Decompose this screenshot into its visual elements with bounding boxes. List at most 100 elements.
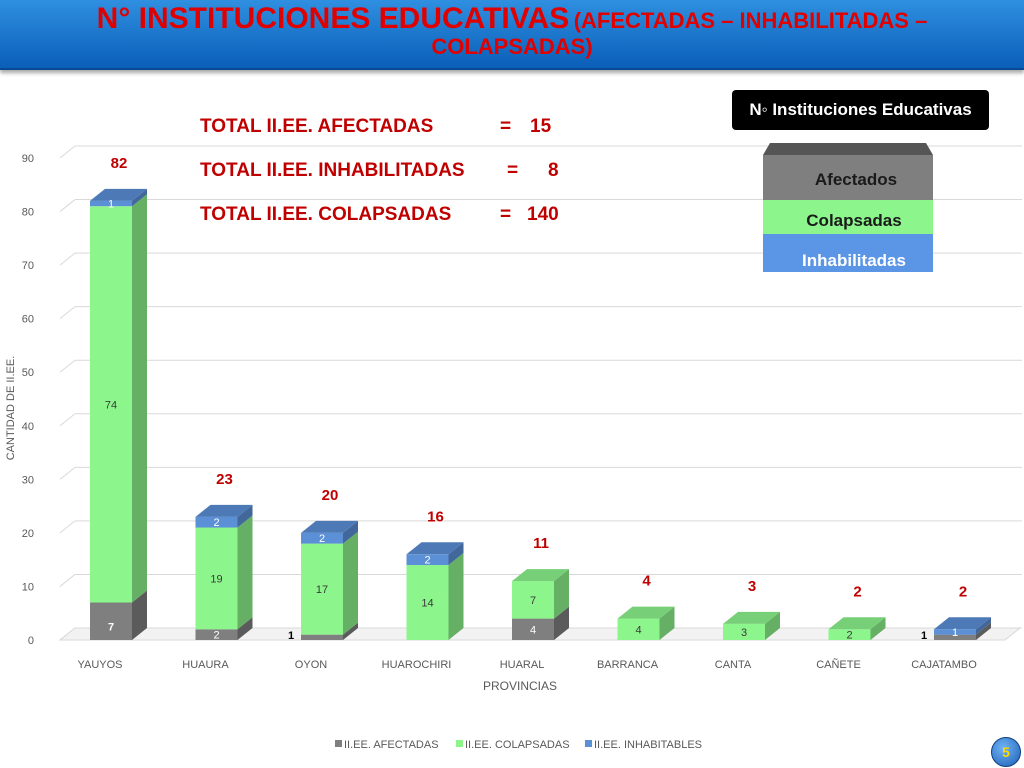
bar-segment-huaura-0 xyxy=(195,629,238,640)
segment-label: 1 xyxy=(952,627,958,639)
segment-label: 1 xyxy=(108,199,114,211)
grid-diagonal xyxy=(59,199,76,212)
title-banner: N° INSTITUCIONES EDUCATIVAS (AFECTADAS –… xyxy=(0,0,1024,70)
bar-segment-yauyos-2 xyxy=(90,200,132,207)
bar-segment-cañete-1 xyxy=(828,629,871,640)
segment-label: 19 xyxy=(210,573,222,585)
legend-swatch xyxy=(585,740,592,747)
total-afectadas-label: TOTAL II.EE. AFECTADAS xyxy=(200,116,434,137)
legend-3d-stack xyxy=(763,143,933,272)
bar-segment-barranca-1 xyxy=(617,618,660,640)
total-afectadas-value: 15 xyxy=(530,116,552,137)
bar-top xyxy=(195,504,253,517)
total-afectadas-eq: = xyxy=(500,116,512,137)
bar-total-label: 4 xyxy=(642,573,651,590)
y-tick-label: 50 xyxy=(22,367,34,379)
bar-segment-canta-1 xyxy=(723,623,765,640)
bar-side xyxy=(976,622,991,640)
bar-segment-cajatambo-0 xyxy=(934,634,976,640)
x-tick-label: CAJATAMBO xyxy=(911,659,977,671)
segment-label: 2 xyxy=(213,630,219,642)
bar-segment-huaura-1 xyxy=(195,527,238,630)
grid-diagonal xyxy=(59,520,76,534)
y-tick-label: 70 xyxy=(22,260,34,272)
total-inhabilitadas-label: TOTAL II.EE. INHABILITADAS xyxy=(200,160,465,181)
bar-segment-huarochiri-2 xyxy=(406,554,449,566)
grid-diagonal xyxy=(59,306,76,320)
total-inhabilitadas-value: 8 xyxy=(548,160,559,181)
bar-top xyxy=(617,606,675,619)
x-tick-label: HUAROCHIRI xyxy=(382,659,452,671)
segment-label: 2 xyxy=(319,533,325,545)
grid-diagonal xyxy=(59,466,76,480)
bar-top xyxy=(301,520,358,533)
segment-label: 17 xyxy=(316,584,328,596)
bar-side xyxy=(237,515,253,630)
grid-diagonal xyxy=(59,413,76,427)
bar-total-label: 11 xyxy=(533,535,549,552)
page-number-badge: 5 xyxy=(991,737,1021,767)
grid-diagonal xyxy=(59,359,76,373)
total-colapsadas-eq: = xyxy=(500,204,512,225)
x-tick-label: HUARAL xyxy=(500,659,545,671)
bar-side xyxy=(448,542,464,566)
segment-label: 7 xyxy=(108,621,114,633)
bar-total-label: 82 xyxy=(111,155,128,172)
bar-total-label: 16 xyxy=(427,508,444,525)
legend-label: II.EE. COLAPSADAS xyxy=(465,739,570,751)
y-tick-label: 10 xyxy=(22,581,34,593)
bar-segment-cajatambo-2 xyxy=(934,629,976,635)
legend-item-colapsadas: Colapsadas xyxy=(806,211,901,230)
bar-segment-oyon-2 xyxy=(301,532,343,544)
grid-diagonal xyxy=(59,145,76,159)
x-tick-label: CANTA xyxy=(715,659,752,671)
bar-top xyxy=(723,611,780,624)
total-colapsadas: TOTAL II.EE. COLAPSADAS = 140 xyxy=(200,204,559,226)
bar-segment-oyon-0 xyxy=(301,634,343,640)
segment-label: 2 xyxy=(424,555,430,567)
bar-side xyxy=(343,622,358,640)
total-inhabilitadas-eq: = xyxy=(507,160,519,181)
bar-top xyxy=(512,569,569,582)
bar-side xyxy=(343,531,358,635)
bar-top xyxy=(406,542,464,555)
bar-side xyxy=(554,569,569,619)
segment-label: 7 xyxy=(530,595,536,607)
legend-box-title: N◦ Instituciones Educativas xyxy=(732,90,989,130)
x-axis-label: PROVINCIAS xyxy=(483,679,557,693)
title-paren-2: COLAPSADAS) xyxy=(431,34,593,59)
bar-segment-yauyos-0 xyxy=(90,602,132,640)
bar-segment-huarochiri-1 xyxy=(406,565,449,640)
bar-total-label: 2 xyxy=(853,583,861,600)
bar-side xyxy=(765,611,780,640)
bars-layer xyxy=(90,188,991,640)
bar-segment-yauyos-1 xyxy=(90,206,132,603)
total-colapsadas-label: TOTAL II.EE. COLAPSADAS xyxy=(200,204,452,225)
legend-swatch xyxy=(456,740,463,747)
bar-side xyxy=(237,504,253,528)
y-tick-label: 20 xyxy=(22,528,34,540)
bar-total-label: 3 xyxy=(748,578,756,595)
bar-segment-huaral-0 xyxy=(512,618,554,640)
y-tick-label: 60 xyxy=(22,314,34,326)
bar-top xyxy=(90,188,147,201)
y-tick-label: 40 xyxy=(22,421,34,433)
segment-label: 4 xyxy=(530,624,536,636)
y-tick-label: 80 xyxy=(22,207,34,219)
bar-side xyxy=(132,188,147,207)
title-main: N° INSTITUCIONES EDUCATIVAS xyxy=(96,2,570,35)
segment-label: 3 xyxy=(741,627,747,639)
total-colapsadas-value: 140 xyxy=(527,204,559,225)
bar-segment-huaura-2 xyxy=(195,516,238,528)
y-tick-label: 0 xyxy=(28,635,34,647)
bar-top xyxy=(828,617,886,630)
segment-label: 2 xyxy=(846,630,852,642)
bar-total-label: 23 xyxy=(216,471,233,488)
total-inhabilitadas: TOTAL II.EE. INHABILITADAS = 8 xyxy=(200,160,559,182)
grid-diagonal xyxy=(59,252,76,266)
total-afectadas: TOTAL II.EE. AFECTADAS = 15 xyxy=(200,116,551,138)
grid-diagonal xyxy=(59,574,76,587)
legend-swatch xyxy=(335,740,342,747)
legend-label: II.EE. AFECTADAS xyxy=(344,739,439,751)
segment-label: 2 xyxy=(213,517,219,529)
